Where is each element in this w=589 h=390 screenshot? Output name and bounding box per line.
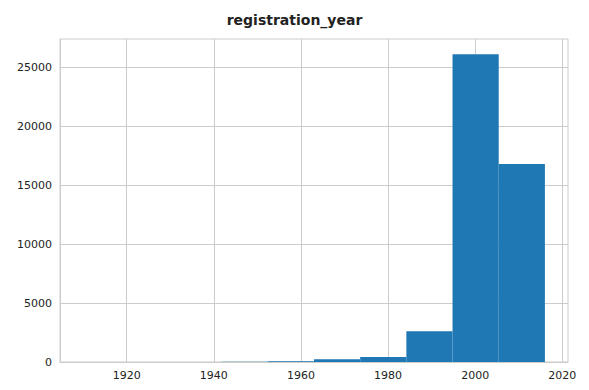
svg-text:registration_year: registration_year bbox=[227, 12, 363, 29]
svg-text:5000: 5000 bbox=[24, 297, 52, 310]
svg-text:1960: 1960 bbox=[287, 369, 315, 382]
svg-text:0: 0 bbox=[45, 356, 52, 369]
svg-text:15000: 15000 bbox=[17, 179, 52, 192]
svg-text:10000: 10000 bbox=[17, 238, 52, 251]
svg-text:20000: 20000 bbox=[17, 120, 52, 133]
svg-text:2000: 2000 bbox=[461, 369, 489, 382]
svg-text:1980: 1980 bbox=[374, 369, 402, 382]
svg-text:2020: 2020 bbox=[548, 369, 576, 382]
svg-text:25000: 25000 bbox=[17, 61, 52, 74]
svg-text:1920: 1920 bbox=[113, 369, 141, 382]
svg-text:1940: 1940 bbox=[200, 369, 228, 382]
